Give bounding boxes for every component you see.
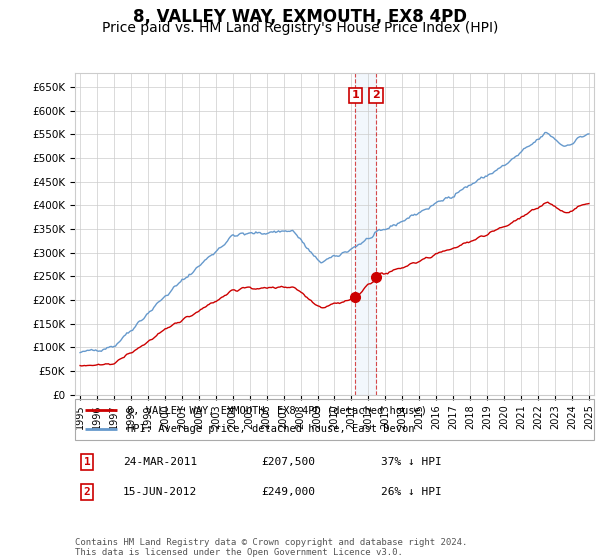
Text: 2: 2 [83, 487, 91, 497]
Text: 1: 1 [352, 90, 359, 100]
Bar [355, 73, 376, 395]
Text: £249,000: £249,000 [261, 487, 315, 497]
Text: 8, VALLEY WAY, EXMOUTH, EX8 4PD (detached house): 8, VALLEY WAY, EXMOUTH, EX8 4PD (detache… [127, 405, 427, 415]
Text: Price paid vs. HM Land Registry's House Price Index (HPI): Price paid vs. HM Land Registry's House … [102, 21, 498, 35]
Text: Contains HM Land Registry data © Crown copyright and database right 2024.
This d: Contains HM Land Registry data © Crown c… [75, 538, 467, 557]
Text: 8, VALLEY WAY, EXMOUTH, EX8 4PD: 8, VALLEY WAY, EXMOUTH, EX8 4PD [133, 8, 467, 26]
Text: 24-MAR-2011: 24-MAR-2011 [123, 457, 197, 467]
Text: £207,500: £207,500 [261, 457, 315, 467]
Text: HPI: Average price, detached house, East Devon: HPI: Average price, detached house, East… [127, 424, 415, 433]
Text: 1: 1 [83, 457, 91, 467]
Text: 15-JUN-2012: 15-JUN-2012 [123, 487, 197, 497]
Text: 2: 2 [372, 90, 380, 100]
Text: 26% ↓ HPI: 26% ↓ HPI [381, 487, 442, 497]
Text: 37% ↓ HPI: 37% ↓ HPI [381, 457, 442, 467]
